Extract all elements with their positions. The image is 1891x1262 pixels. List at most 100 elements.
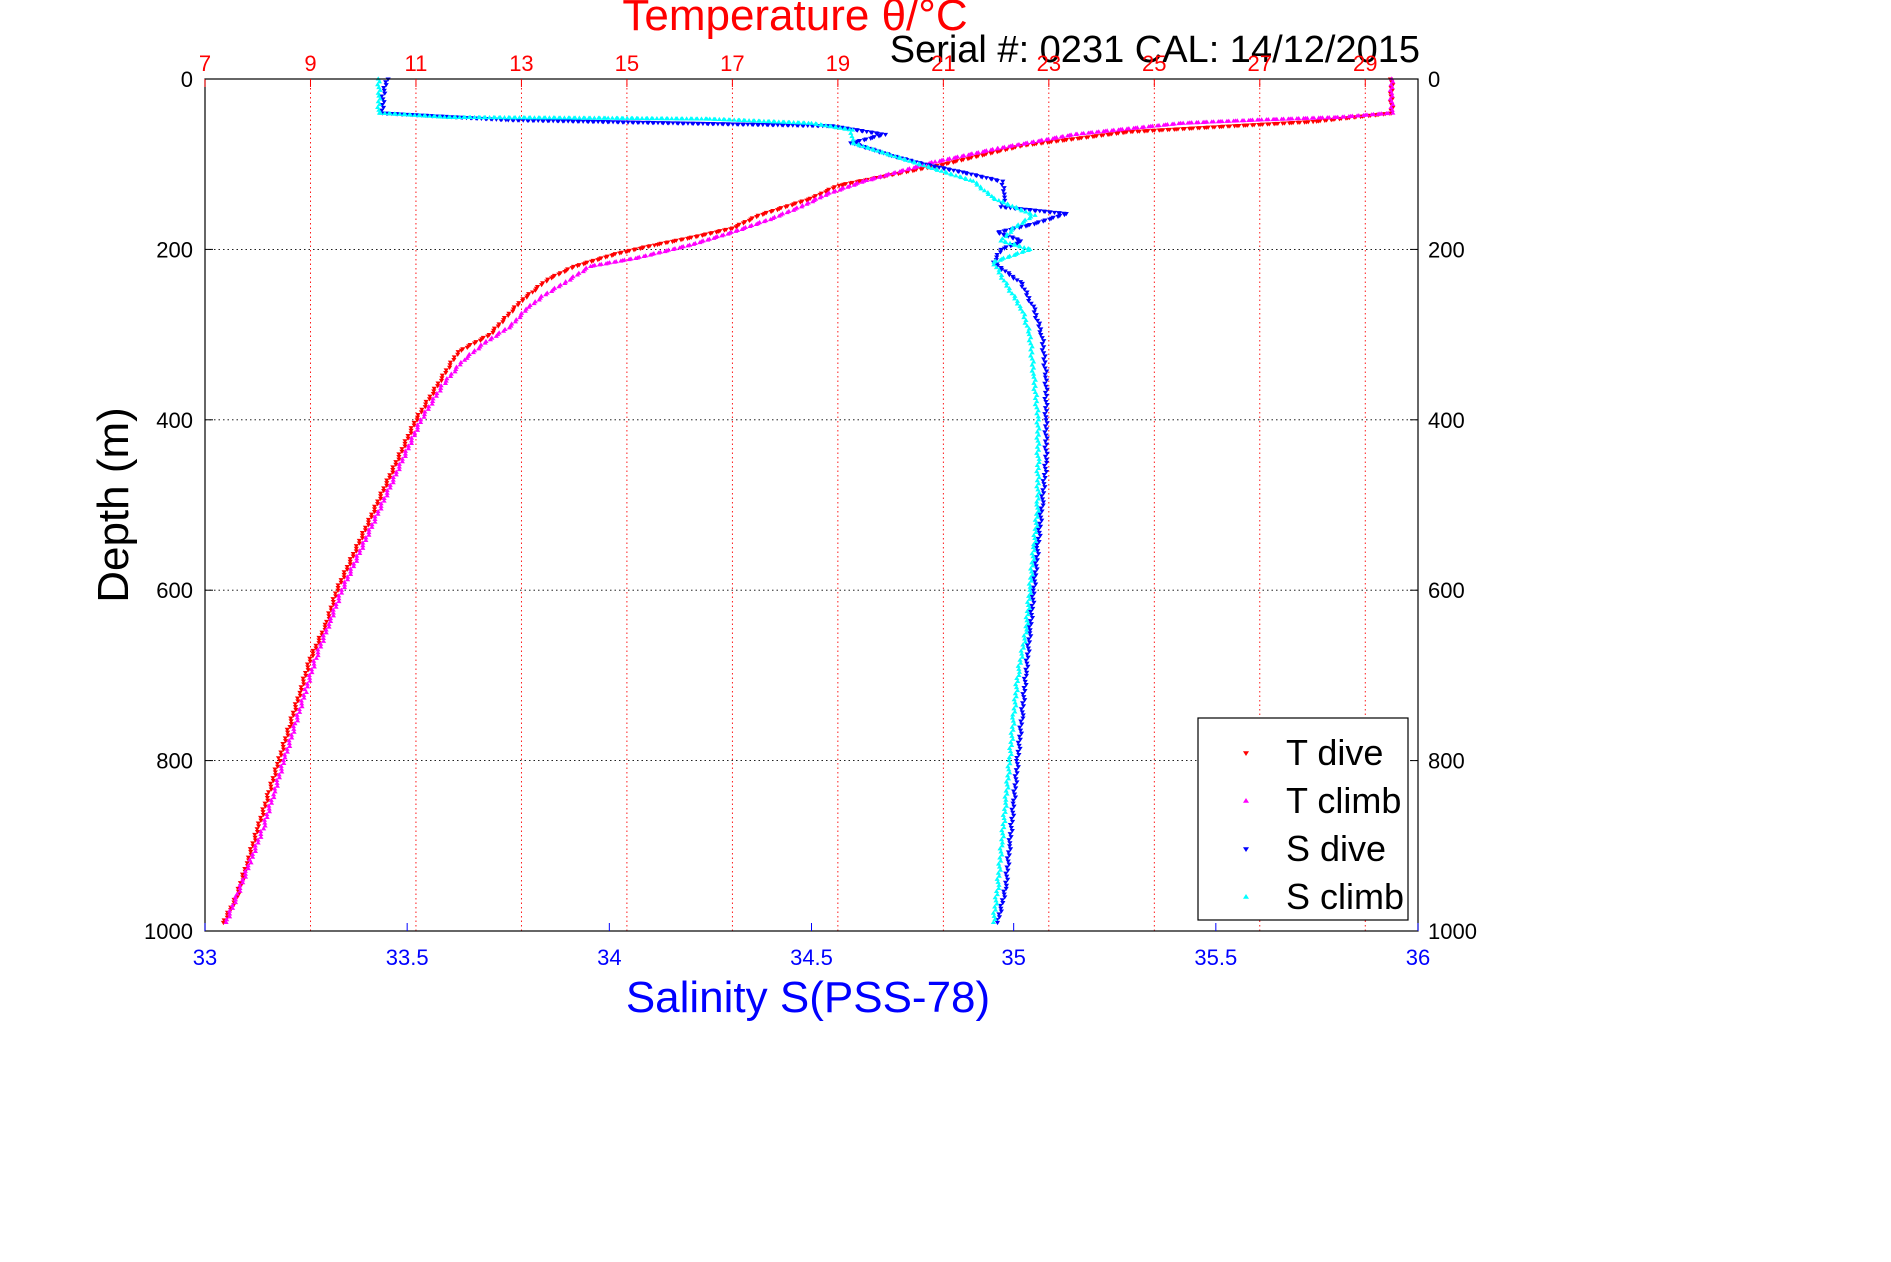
data-point [313,646,319,651]
data-point [261,817,268,822]
data-point [1031,310,1037,315]
data-point [1034,484,1040,489]
data-point [442,114,448,119]
data-point [637,246,643,252]
data-point [315,647,321,652]
data-point [487,337,493,342]
data-point [229,905,236,910]
data-point [1042,209,1048,215]
data-point [1034,542,1040,548]
data-point [405,443,412,448]
data-point [1034,318,1041,323]
data-point [882,173,889,178]
data-point [726,122,732,127]
depth-tick-label-right: 400 [1428,408,1465,433]
data-point [1026,637,1032,642]
data-point [1043,399,1049,405]
data-point [278,753,284,758]
data-point [522,308,528,313]
data-point [1009,715,1016,720]
data-point [1034,567,1040,572]
data-point [836,183,842,189]
data-point [1042,354,1048,359]
data-point [296,706,302,712]
data-point [941,166,947,172]
data-point [1040,219,1046,224]
data-point [621,120,627,125]
data-point [402,451,409,456]
data-point [1032,526,1038,531]
data-point [1035,536,1041,542]
data-point [282,755,288,760]
data-point [1036,441,1042,446]
data-point [348,571,354,577]
data-point [998,837,1005,842]
data-point [471,114,478,120]
data-point [408,438,415,443]
data-point [516,115,523,120]
data-point [786,119,793,124]
data-point [1035,487,1041,492]
data-point [719,233,725,238]
data-point [626,256,632,262]
data-point [390,465,396,470]
data-point [745,122,751,127]
data-point [245,863,251,868]
data-point [392,111,399,116]
data-point [561,115,568,120]
data-point [333,604,339,609]
data-point [1139,124,1145,129]
data-point [353,549,359,554]
data-point [1032,579,1038,584]
data-point [636,120,642,125]
data-point [1044,378,1050,383]
data-point [322,625,328,630]
data-point [396,464,402,469]
data-point [690,121,696,126]
data-point [950,160,956,165]
data-point [1034,411,1040,416]
data-point [1030,588,1036,593]
data-point [365,520,372,525]
depth-tick-label-left: 1000 [144,919,193,944]
data-point [376,101,383,107]
data-point [242,868,248,873]
data-point [854,128,860,133]
data-point [1010,798,1016,803]
data-point [341,582,348,587]
data-point [270,778,276,784]
data-point [357,550,363,556]
data-point [1026,593,1032,598]
data-point [381,85,387,91]
data-point [549,288,555,294]
data-point [1156,128,1162,133]
data-point [1014,762,1021,767]
data-point [264,795,271,801]
data-point [289,735,295,740]
data-point [1026,298,1032,304]
data-point [387,473,393,478]
data-point [991,913,997,918]
data-point [411,420,417,426]
data-point [876,134,882,139]
y-axis-label: Depth (m) [89,407,138,603]
data-point [255,821,261,826]
data-point [1000,821,1006,827]
data-point [1195,126,1201,131]
data-point [423,402,429,407]
data-point [805,123,811,129]
data-point [227,911,233,916]
data-point [775,123,781,128]
data-point [868,136,874,141]
data-point [1033,538,1039,544]
data-point [443,378,449,383]
data-point [1006,862,1012,867]
data-point [1286,121,1292,126]
data-point [381,495,387,501]
data-point [747,223,753,229]
data-point [486,114,493,120]
data-point [785,123,792,128]
data-point [426,404,432,409]
data-point [288,732,295,737]
data-point [1012,709,1018,714]
